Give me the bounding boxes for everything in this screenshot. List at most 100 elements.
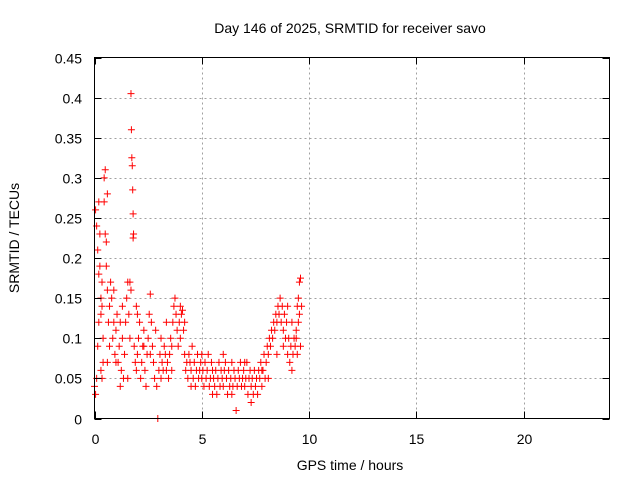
data-point	[110, 286, 118, 294]
data-point	[117, 366, 125, 374]
y-tick-label: 0.15	[55, 291, 82, 307]
data-point	[113, 310, 121, 318]
data-point	[276, 294, 284, 302]
data-point	[279, 326, 287, 334]
data-point	[98, 302, 106, 310]
data-point	[178, 306, 186, 314]
data-point	[130, 342, 138, 350]
data-point	[176, 302, 184, 310]
data-point	[174, 342, 182, 350]
data-point	[240, 366, 248, 374]
data-point	[288, 366, 296, 374]
axis-ticks	[94, 57, 610, 420]
data-point	[232, 406, 240, 414]
data-point	[140, 326, 148, 334]
data-point	[122, 318, 130, 326]
data-point	[163, 358, 171, 366]
data-point	[144, 334, 152, 342]
data-point	[293, 302, 301, 310]
y-tick-label: 0.1	[63, 331, 83, 347]
data-point	[116, 382, 124, 390]
data-point	[153, 382, 161, 390]
data-point	[146, 350, 154, 358]
x-axis-label: GPS time / hours	[297, 457, 404, 473]
data-point	[103, 358, 111, 366]
data-point	[106, 342, 114, 350]
data-point	[171, 294, 179, 302]
data-point	[264, 374, 272, 382]
data-point	[150, 358, 158, 366]
data-point	[297, 342, 304, 350]
data-point	[123, 294, 131, 302]
data-point	[147, 318, 155, 326]
data-point	[293, 350, 301, 358]
data-point	[168, 366, 176, 374]
data-point	[112, 358, 120, 366]
data-point	[209, 390, 217, 398]
data-point	[219, 382, 227, 390]
data-point	[141, 366, 149, 374]
data-point	[130, 230, 138, 238]
data-point	[294, 294, 302, 302]
data-point	[271, 326, 279, 334]
data-point	[176, 334, 184, 342]
x-tick-label: 5	[199, 431, 207, 447]
x-tick-label: 10	[302, 431, 318, 447]
data-point	[190, 358, 198, 366]
data-point	[201, 358, 209, 366]
data-point	[96, 262, 104, 270]
data-point	[162, 318, 170, 326]
data-point	[118, 334, 126, 342]
data-point	[101, 166, 109, 174]
data-point	[129, 210, 137, 218]
data-point	[103, 286, 111, 294]
data-point	[168, 342, 176, 350]
data-point	[94, 342, 102, 350]
data-point	[228, 358, 236, 366]
data-point	[125, 310, 133, 318]
data-point	[219, 350, 227, 358]
grid	[94, 57, 610, 419]
data-point	[127, 90, 135, 98]
data-point	[110, 318, 118, 326]
data-point	[207, 358, 215, 366]
data-point	[221, 358, 229, 366]
data-point	[264, 350, 272, 358]
data-point	[269, 334, 277, 342]
y-tick-label: 0.05	[55, 371, 82, 387]
data-point	[266, 342, 274, 350]
plot-frame	[94, 57, 610, 419]
data-point	[145, 310, 153, 318]
data-point	[101, 230, 109, 238]
x-tick-label: 20	[517, 431, 533, 447]
data-point	[254, 390, 262, 398]
data-point	[241, 382, 249, 390]
data-point	[151, 374, 159, 382]
data-point	[262, 358, 270, 366]
data-point	[286, 358, 294, 366]
data-point	[94, 246, 102, 254]
data-point	[140, 342, 148, 350]
data-point	[124, 374, 132, 382]
data-point	[157, 334, 165, 342]
data-point	[100, 198, 108, 206]
data-point	[128, 162, 136, 170]
x-tick-labels: 0 5 10 15 20	[92, 431, 533, 447]
data-point	[103, 190, 111, 198]
data-point	[98, 278, 106, 286]
data-point	[138, 358, 146, 366]
data-point	[181, 318, 189, 326]
data-point	[100, 174, 108, 182]
data-point	[109, 334, 117, 342]
data-point	[129, 186, 137, 194]
data-point	[288, 318, 296, 326]
data-point	[294, 318, 302, 326]
data-point	[157, 374, 165, 382]
data-point	[258, 382, 266, 390]
data-point	[97, 366, 105, 374]
data-point	[95, 270, 103, 278]
chart-title: Day 146 of 2025, SRMTID for receiver sav…	[214, 20, 486, 36]
data-point	[160, 342, 168, 350]
data-point	[107, 278, 115, 286]
